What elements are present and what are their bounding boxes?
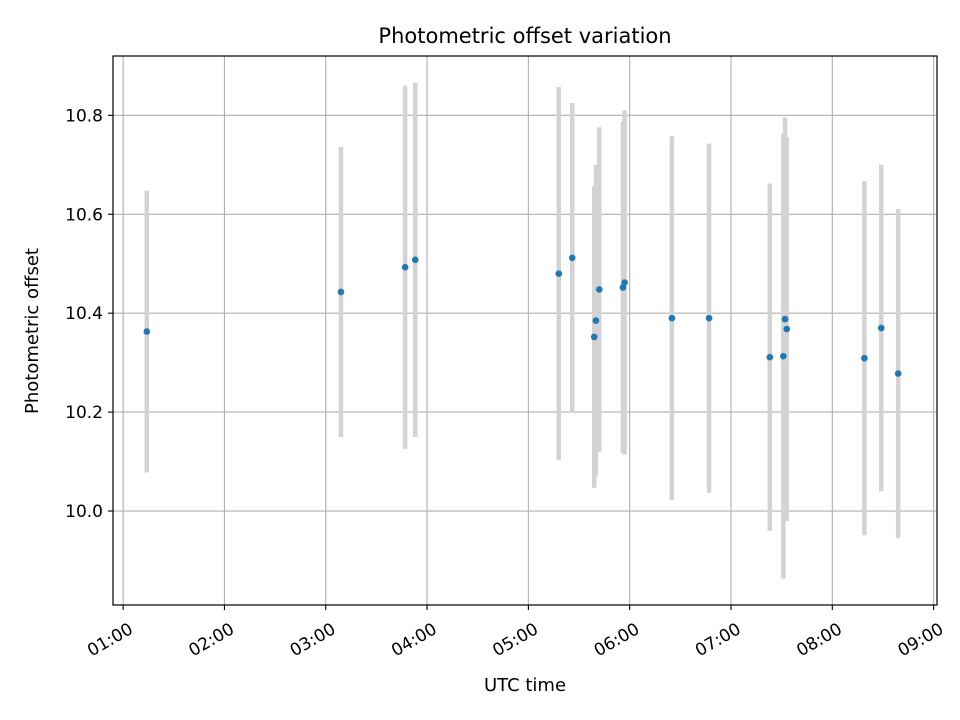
plot-frame [112,55,938,606]
data-point [555,270,563,277]
data-point [143,328,151,335]
grid-layer [113,56,937,605]
point-layer [143,254,902,377]
data-point [780,352,787,360]
data-point [705,314,713,322]
data-point [337,288,345,296]
data-point [621,279,628,286]
x-axis-label: UTC time [484,675,566,696]
data-point [781,315,789,323]
data-point [668,314,676,322]
y-tick-label: 10.8 [65,106,103,126]
y-tick-label: 10.2 [65,403,103,423]
chart-title: Photometric offset variation [378,24,671,48]
data-point [595,286,603,293]
data-point [783,325,791,333]
data-point [877,324,885,332]
data-point [411,256,419,264]
y-tick-label: 10.6 [65,205,103,225]
data-point [766,353,774,361]
y-axis-label: Photometric offset [22,248,43,414]
y-tick-label: 10.4 [65,304,103,324]
data-point [894,370,902,377]
data-point [568,254,576,262]
data-point [861,354,868,362]
data-point [401,263,409,271]
data-point [590,333,598,341]
data-point [592,317,600,324]
y-tick-label: 10.0 [65,502,103,522]
